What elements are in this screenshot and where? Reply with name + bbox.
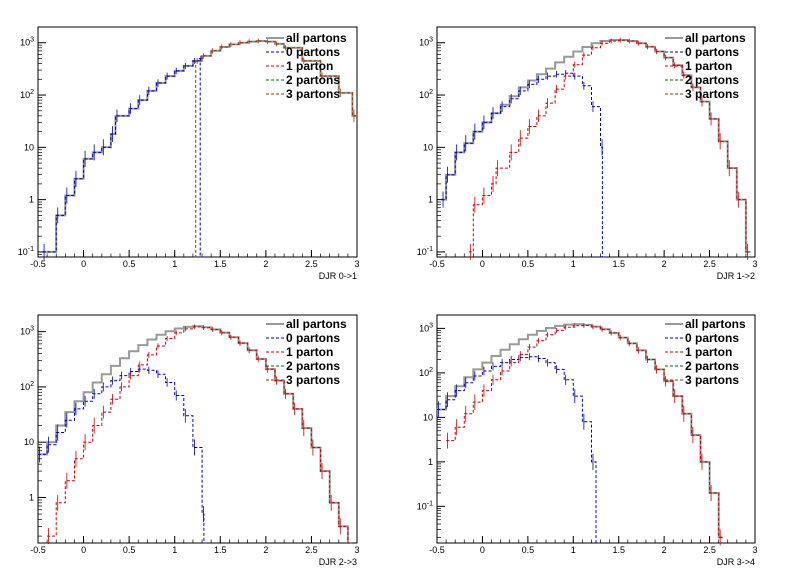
y-tick-label: 1 (29, 195, 34, 205)
x-axis-label: DJR 2->3 (319, 557, 357, 567)
x-tick-label: 3 (752, 545, 757, 555)
legend-entry: 3 partons (685, 373, 739, 387)
x-tick-label: 0 (480, 545, 485, 555)
x-tick-label: 2 (263, 545, 268, 555)
x-tick-label: 2 (662, 259, 667, 269)
series-line-all-partons (437, 323, 724, 539)
x-tick-label: 1 (571, 259, 576, 269)
x-tick-label: 0 (480, 259, 485, 269)
legend-entry: 0 partons (286, 45, 340, 59)
x-tick-label: -0.5 (30, 545, 46, 555)
legend-entry: all partons (286, 31, 347, 45)
x-tick-label: 2.5 (703, 545, 716, 555)
y-tick-label: 10 (423, 412, 433, 422)
x-axis-label: DJR 3->4 (717, 557, 755, 567)
y-tick-label: 10-1 (417, 500, 433, 511)
y-tick-label: 10-1 (18, 246, 34, 257)
legend-entry: 0 partons (685, 45, 739, 59)
x-tick-label: 2 (263, 259, 268, 269)
plot-panel-2: -0.5 0 0.5 1 1.5 2 2.5 3 10-1 1 10 102 103 DJR 1->2 al… (417, 26, 758, 281)
y-tick-label: 102 (20, 89, 34, 100)
legend-entry: 0 partons (286, 331, 340, 345)
x-tick-label: 0 (81, 545, 86, 555)
x-tick-label: 0 (81, 259, 86, 269)
x-axis-label: DJR 0->1 (319, 271, 357, 281)
series-line-0-partons (441, 72, 607, 258)
legend-entry: all partons (286, 317, 347, 331)
x-tick-label: 2.5 (305, 545, 318, 555)
y-tick-label: 103 (419, 322, 433, 333)
series-line-0-partons (42, 58, 205, 258)
series-line-0-partons (437, 356, 601, 544)
x-tick-label: 2 (662, 545, 667, 555)
plot-frame (436, 26, 756, 258)
series-line-1-parton (468, 39, 751, 253)
x-tick-label: 2.5 (703, 259, 716, 269)
plot-frame (37, 26, 358, 258)
legend-entry: 2 partons (685, 73, 739, 87)
legend-entry: all partons (685, 31, 746, 45)
y-tick-label: 103 (20, 326, 34, 337)
legend-entry: 1 parton (685, 345, 732, 359)
x-tick-label: 1 (571, 545, 576, 555)
y-tick-label: 103 (419, 37, 433, 48)
series-line-0-partons (38, 368, 209, 544)
plot-panel-1: -0.5 0 0.5 1 1.5 2 2.5 3 10-1 1 10 102 103 DJR 0->1 al… (18, 26, 360, 281)
y-tick-label: 10 (24, 437, 34, 447)
x-tick-label: 1.5 (612, 259, 625, 269)
plot-panel-3: -0.5 0 0.5 1 1.5 2 2.5 3 1 10 102 103 DJR 2->3 all pa… (20, 314, 360, 567)
plot-panel-4: -0.5 0 0.5 1 1.5 2 2.5 3 10-1 1 10 102 103 DJR 3->4 al… (417, 314, 758, 567)
legend-entry: 3 partons (286, 87, 340, 101)
x-tick-label: 3 (354, 545, 359, 555)
y-tick-label: 10 (423, 142, 433, 152)
series-line-1-parton (446, 325, 724, 538)
x-tick-label: 1 (172, 545, 177, 555)
legend-entry: 1 parton (685, 59, 732, 73)
y-tick-label: 103 (20, 37, 34, 48)
y-tick-label: 10-1 (417, 246, 433, 257)
x-tick-label: 1.5 (214, 545, 227, 555)
legend-entry: 0 partons (685, 331, 739, 345)
legend-entry: 2 partons (286, 359, 340, 373)
x-tick-label: 2.5 (305, 259, 318, 269)
x-tick-label: 3 (354, 259, 359, 269)
y-tick-label: 1 (29, 492, 34, 502)
x-tick-label: 1.5 (214, 259, 227, 269)
legend-entry: 3 partons (286, 373, 340, 387)
x-tick-label: 0.5 (123, 545, 136, 555)
legend-entry: 2 partons (685, 359, 739, 373)
x-tick-label: 0.5 (522, 545, 535, 555)
x-axis-label: DJR 1->2 (717, 271, 755, 281)
x-tick-label: -0.5 (30, 259, 46, 269)
y-tick-label: 102 (20, 381, 34, 392)
x-tick-label: 1.5 (612, 545, 625, 555)
y-tick-label: 1 (428, 457, 433, 467)
legend-entry: 1 parton (286, 59, 333, 73)
x-tick-label: 0.5 (123, 259, 136, 269)
legend-entry: 1 parton (286, 345, 333, 359)
plot-frame (37, 314, 358, 544)
y-tick-label: 10 (24, 142, 34, 152)
y-tick-label: 102 (419, 367, 433, 378)
legend-entry: 3 partons (685, 87, 739, 101)
x-tick-label: 3 (752, 259, 757, 269)
y-tick-label: 102 (419, 89, 433, 100)
y-tick-label: 1 (428, 195, 433, 205)
x-tick-label: -0.5 (429, 545, 445, 555)
x-tick-label: 0.5 (522, 259, 535, 269)
legend-entry: 2 partons (286, 73, 340, 87)
x-tick-label: -0.5 (429, 259, 445, 269)
x-tick-label: 1 (172, 259, 177, 269)
series-line-1-parton (47, 326, 353, 544)
legend-entry: all partons (685, 317, 746, 331)
series-line-3-partons (194, 40, 357, 258)
